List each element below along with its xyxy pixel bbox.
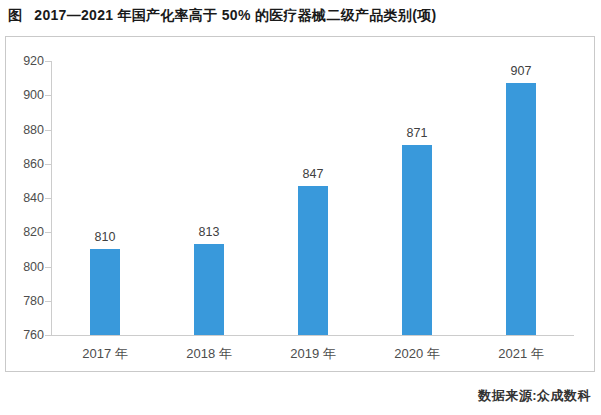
bar [194, 244, 224, 335]
y-axis-tick-label: 840 [6, 190, 44, 206]
x-axis-tick-label: 2021 年 [476, 346, 566, 362]
figure-canvas: 图 2017—2021 年国产化率高于 50% 的医疗器械二级产品类别(项) 7… [0, 0, 601, 415]
data-source-note: 数据来源:众成数科 [478, 387, 591, 405]
x-axis-tick-label: 2019 年 [268, 346, 358, 362]
figure-title: 图 2017—2021 年国产化率高于 50% 的医疗器械二级产品类别(项) [8, 7, 436, 25]
figure-title-text: 2017—2021 年国产化率高于 50% 的医疗器械二级产品类别(项) [34, 7, 436, 25]
bar [298, 186, 328, 335]
y-axis-tick-label: 900 [6, 87, 44, 103]
plot-area: 760 780 800 820 840 860 880 900 920 810 2017 年 813 2… [6, 37, 594, 371]
figure-title-prefix: 图 [8, 7, 22, 25]
bar-value-label: 813 [179, 224, 239, 240]
y-axis-tick [45, 61, 51, 62]
chart-box: 760 780 800 820 840 860 880 900 920 810 2017 年 813 2… [5, 36, 595, 372]
x-axis-tick-label: 2020 年 [372, 346, 462, 362]
y-axis-tick-label: 780 [6, 293, 44, 309]
y-axis-tick-label: 860 [6, 156, 44, 172]
x-axis-line [51, 335, 574, 336]
y-axis-tick-label: 880 [6, 122, 44, 138]
y-axis-tick-label: 800 [6, 259, 44, 275]
x-axis-tick-label: 2018 年 [164, 346, 254, 362]
y-axis-tick [45, 335, 51, 336]
bar-value-label: 810 [75, 229, 135, 245]
y-axis-tick [45, 130, 51, 131]
bar-value-label: 871 [387, 125, 447, 141]
y-axis-line [51, 61, 52, 335]
bar [506, 83, 536, 335]
y-axis-tick [45, 198, 51, 199]
y-axis-tick [45, 95, 51, 96]
bar [90, 249, 120, 335]
y-axis-tick [45, 267, 51, 268]
y-axis-tick [45, 301, 51, 302]
y-axis-tick [45, 164, 51, 165]
y-axis-tick-label: 920 [6, 53, 44, 69]
x-axis-tick-label: 2017 年 [60, 346, 150, 362]
y-axis-tick-label: 760 [6, 327, 44, 343]
bar-value-label: 847 [283, 166, 343, 182]
bar-value-label: 907 [491, 63, 551, 79]
bar [402, 145, 432, 335]
y-axis-tick-label: 820 [6, 224, 44, 240]
y-axis-tick [45, 232, 51, 233]
